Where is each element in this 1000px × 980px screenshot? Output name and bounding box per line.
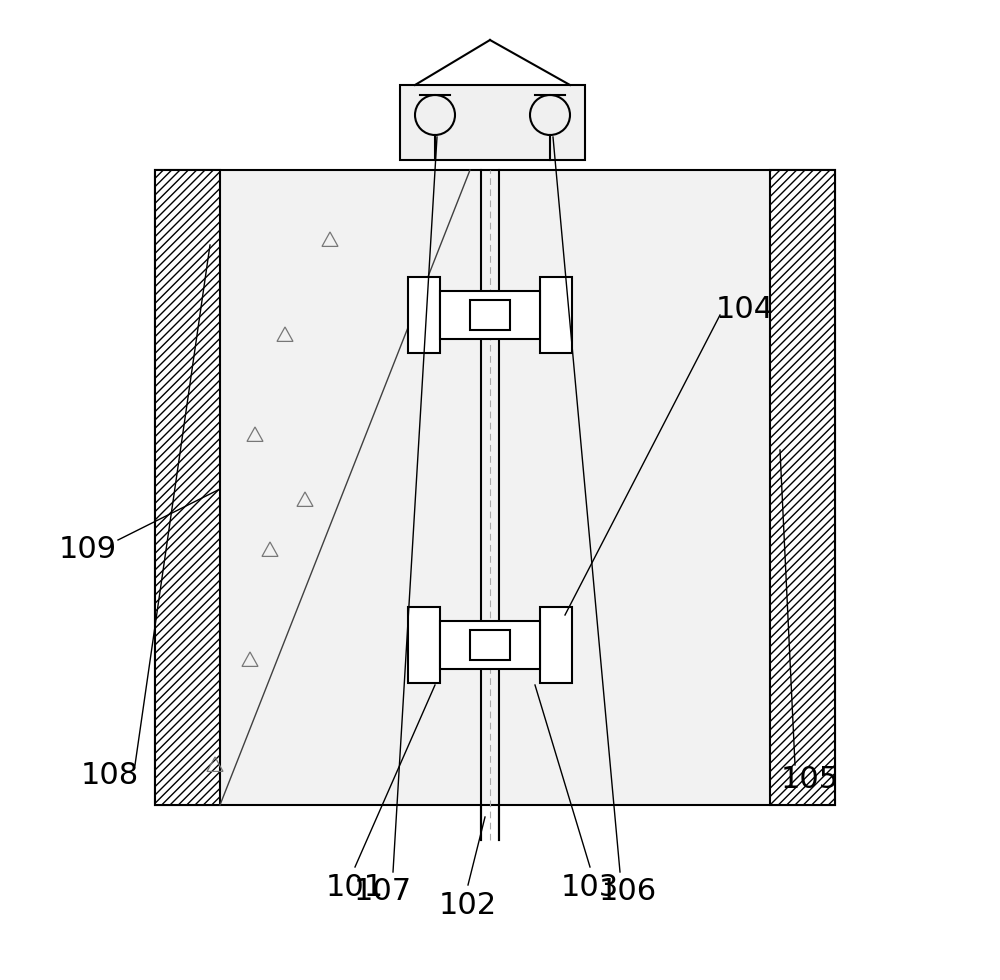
Text: 106: 106: [599, 877, 657, 906]
Polygon shape: [408, 607, 440, 683]
Polygon shape: [440, 291, 540, 339]
Polygon shape: [440, 621, 540, 669]
Text: 108: 108: [81, 760, 139, 790]
Polygon shape: [470, 630, 510, 660]
Text: 101: 101: [326, 872, 384, 902]
Text: 109: 109: [59, 535, 117, 564]
Polygon shape: [400, 85, 585, 160]
Polygon shape: [155, 170, 220, 805]
Text: 103: 103: [561, 872, 619, 902]
Polygon shape: [540, 607, 572, 683]
Polygon shape: [155, 170, 835, 805]
Text: 105: 105: [781, 765, 839, 795]
Text: 107: 107: [354, 877, 412, 906]
Polygon shape: [408, 277, 440, 353]
Text: 104: 104: [716, 296, 774, 324]
Polygon shape: [470, 300, 510, 330]
Text: 102: 102: [439, 891, 497, 919]
Polygon shape: [540, 277, 572, 353]
Polygon shape: [770, 170, 835, 805]
